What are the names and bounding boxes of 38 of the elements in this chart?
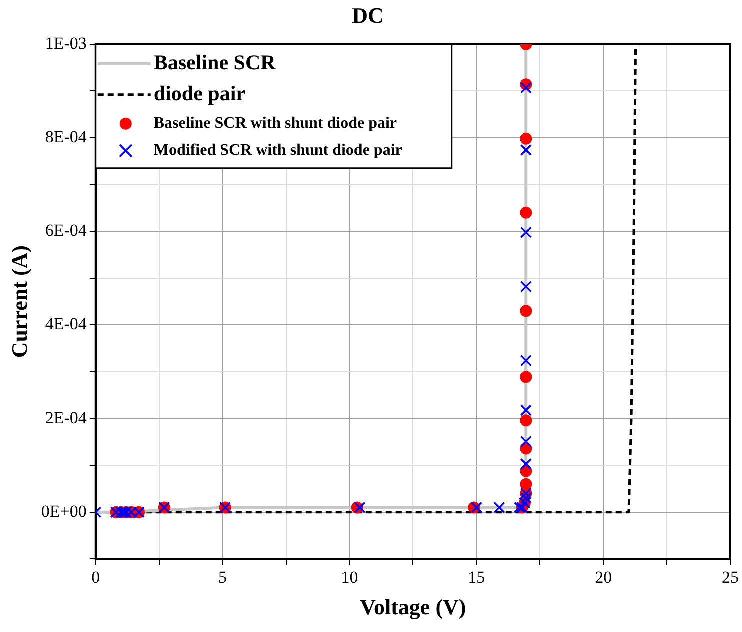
point [520,206,532,219]
legend-label: Baseline SCR [154,50,277,74]
y-tick-label: 6E-04 [45,221,88,240]
x-tick-label: 20 [595,568,612,587]
x-axis-title: Voltage (V) [360,594,466,620]
x-tick-label: 0 [92,568,100,587]
y-tick-label: 4E-04 [45,314,88,334]
x-tick-label: 25 [722,568,739,587]
point [494,502,506,514]
point [520,478,532,490]
y-tick-label: 2E-04 [45,408,88,428]
point [520,414,532,427]
x-tick-label: 15 [468,568,486,587]
point [354,502,366,514]
chart-title: DC [352,2,384,28]
point [520,458,532,470]
point [520,132,532,145]
legend-label: Modified SCR with shunt diode pair [154,142,402,160]
point [520,354,532,367]
x-tick-label: 5 [218,568,228,587]
point [520,305,532,318]
point [520,436,532,448]
legend-label: diode pair [154,81,246,106]
point [520,144,532,156]
point [520,492,532,504]
point [520,280,532,293]
y-tick-label: 8E-04 [45,127,88,146]
y-axis-title: Current (A) [6,245,32,358]
point [520,371,532,384]
point [520,404,532,416]
y-tick-label: 1E-03 [45,34,87,53]
point [520,226,532,238]
legend-label: Baseline SCR with shunt diode pair [154,115,398,132]
x-tick-label: 10 [341,568,358,587]
point [520,82,532,94]
point [514,502,526,514]
point [470,502,482,514]
y-tick-label: 0E+00 [41,502,87,521]
